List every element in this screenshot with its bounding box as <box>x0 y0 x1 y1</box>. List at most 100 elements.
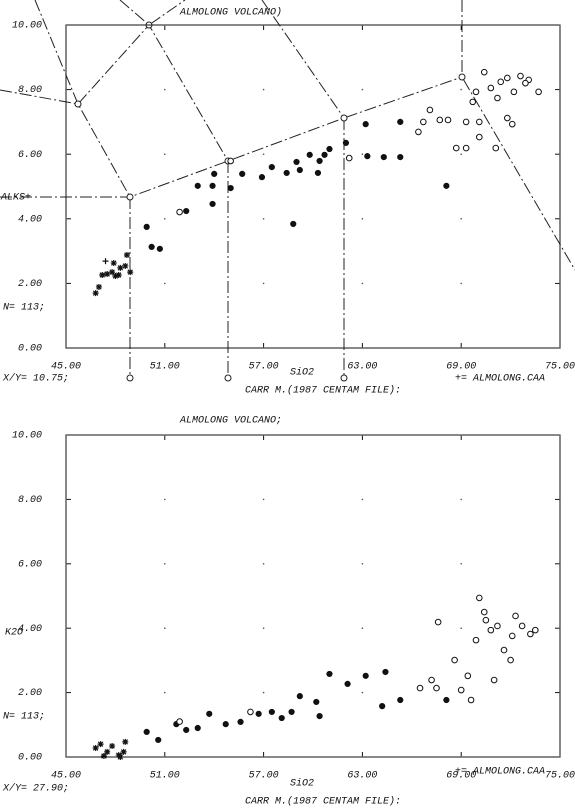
point <box>420 118 427 126</box>
point <box>206 710 213 717</box>
point <box>444 116 452 124</box>
point <box>480 608 488 616</box>
point <box>237 718 244 726</box>
grid-dot <box>559 498 561 501</box>
point <box>120 748 127 755</box>
grid-dot <box>361 282 364 285</box>
grid-dot <box>559 563 561 565</box>
x-tick-label: 69.00 <box>446 362 476 373</box>
node <box>340 114 348 122</box>
point <box>290 220 297 228</box>
classification-lines <box>0 0 575 382</box>
point <box>380 154 387 161</box>
point <box>472 88 480 96</box>
point <box>518 622 526 630</box>
grid-dot <box>559 627 561 629</box>
point <box>487 626 495 634</box>
point <box>480 68 488 76</box>
grid-dot <box>262 282 265 285</box>
grid-dot <box>460 282 463 285</box>
grid-dot <box>65 218 67 220</box>
point <box>397 118 404 126</box>
point <box>508 120 516 128</box>
point <box>110 260 117 267</box>
grid-dot <box>65 627 67 629</box>
grid-dot <box>164 24 166 26</box>
x-tick-label: 57.00 <box>249 362 279 373</box>
point <box>508 632 516 640</box>
grid-dot <box>460 218 463 220</box>
grid-dot <box>559 434 561 436</box>
grid-dot <box>559 691 561 694</box>
point <box>452 144 460 152</box>
point <box>457 686 465 694</box>
point <box>364 153 371 160</box>
point <box>451 656 458 664</box>
point <box>469 98 477 106</box>
x-tick-label: 57.00 <box>249 771 279 782</box>
point <box>92 744 99 751</box>
point <box>194 182 201 189</box>
grid-dot <box>65 434 67 436</box>
grid-dot <box>164 691 166 694</box>
x-tick-label: 45.00 <box>51 362 81 373</box>
plot-frame <box>65 24 561 349</box>
point <box>109 269 116 276</box>
point <box>117 754 124 760</box>
point <box>532 626 539 634</box>
point <box>512 612 519 620</box>
point <box>522 79 529 87</box>
point <box>434 618 442 626</box>
point <box>464 672 472 680</box>
point <box>326 670 333 678</box>
point <box>268 164 275 171</box>
point <box>176 208 183 216</box>
grid-dot <box>361 218 364 220</box>
point <box>504 74 511 82</box>
x-tick-label: 45.00 <box>51 771 81 782</box>
point <box>258 174 266 181</box>
point <box>316 157 323 165</box>
grid-dot <box>460 434 463 436</box>
y-tick-label: 8.00 <box>18 495 42 506</box>
node <box>224 374 232 382</box>
point <box>443 696 450 704</box>
note: N= 113; <box>3 303 45 314</box>
grid-dot <box>361 434 364 436</box>
point <box>313 698 320 706</box>
point <box>428 676 435 684</box>
point <box>379 703 386 710</box>
grid-dot <box>361 563 364 565</box>
y-tick-label: 4.00 <box>18 214 42 225</box>
boundary <box>0 76 463 198</box>
grid-dot <box>65 691 67 694</box>
grid-dot <box>262 434 265 436</box>
point <box>209 182 216 189</box>
point <box>443 182 450 189</box>
grid-dot <box>361 24 364 26</box>
grid-dot <box>164 347 166 349</box>
node <box>126 193 134 201</box>
point <box>296 166 303 174</box>
grid-dot <box>559 218 561 220</box>
point <box>102 258 109 265</box>
point <box>99 272 106 279</box>
point <box>104 748 111 755</box>
point <box>472 636 480 644</box>
point <box>296 693 303 700</box>
point <box>155 736 162 744</box>
point <box>476 133 483 141</box>
point <box>211 170 218 178</box>
grid-dot <box>460 24 463 26</box>
y-axis-label: K2O <box>5 628 23 639</box>
grid-dot <box>65 347 67 349</box>
point <box>416 684 424 692</box>
grid-dot <box>65 756 67 758</box>
point <box>535 88 542 96</box>
point <box>492 144 500 152</box>
x-tick-label: 63.00 <box>347 362 377 373</box>
point <box>122 738 129 745</box>
y-tick-label: 10.00 <box>12 21 42 32</box>
chart-title: ALMOLONG VOLCANO; <box>179 416 282 427</box>
x-tick-label: 75.00 <box>545 771 575 782</box>
